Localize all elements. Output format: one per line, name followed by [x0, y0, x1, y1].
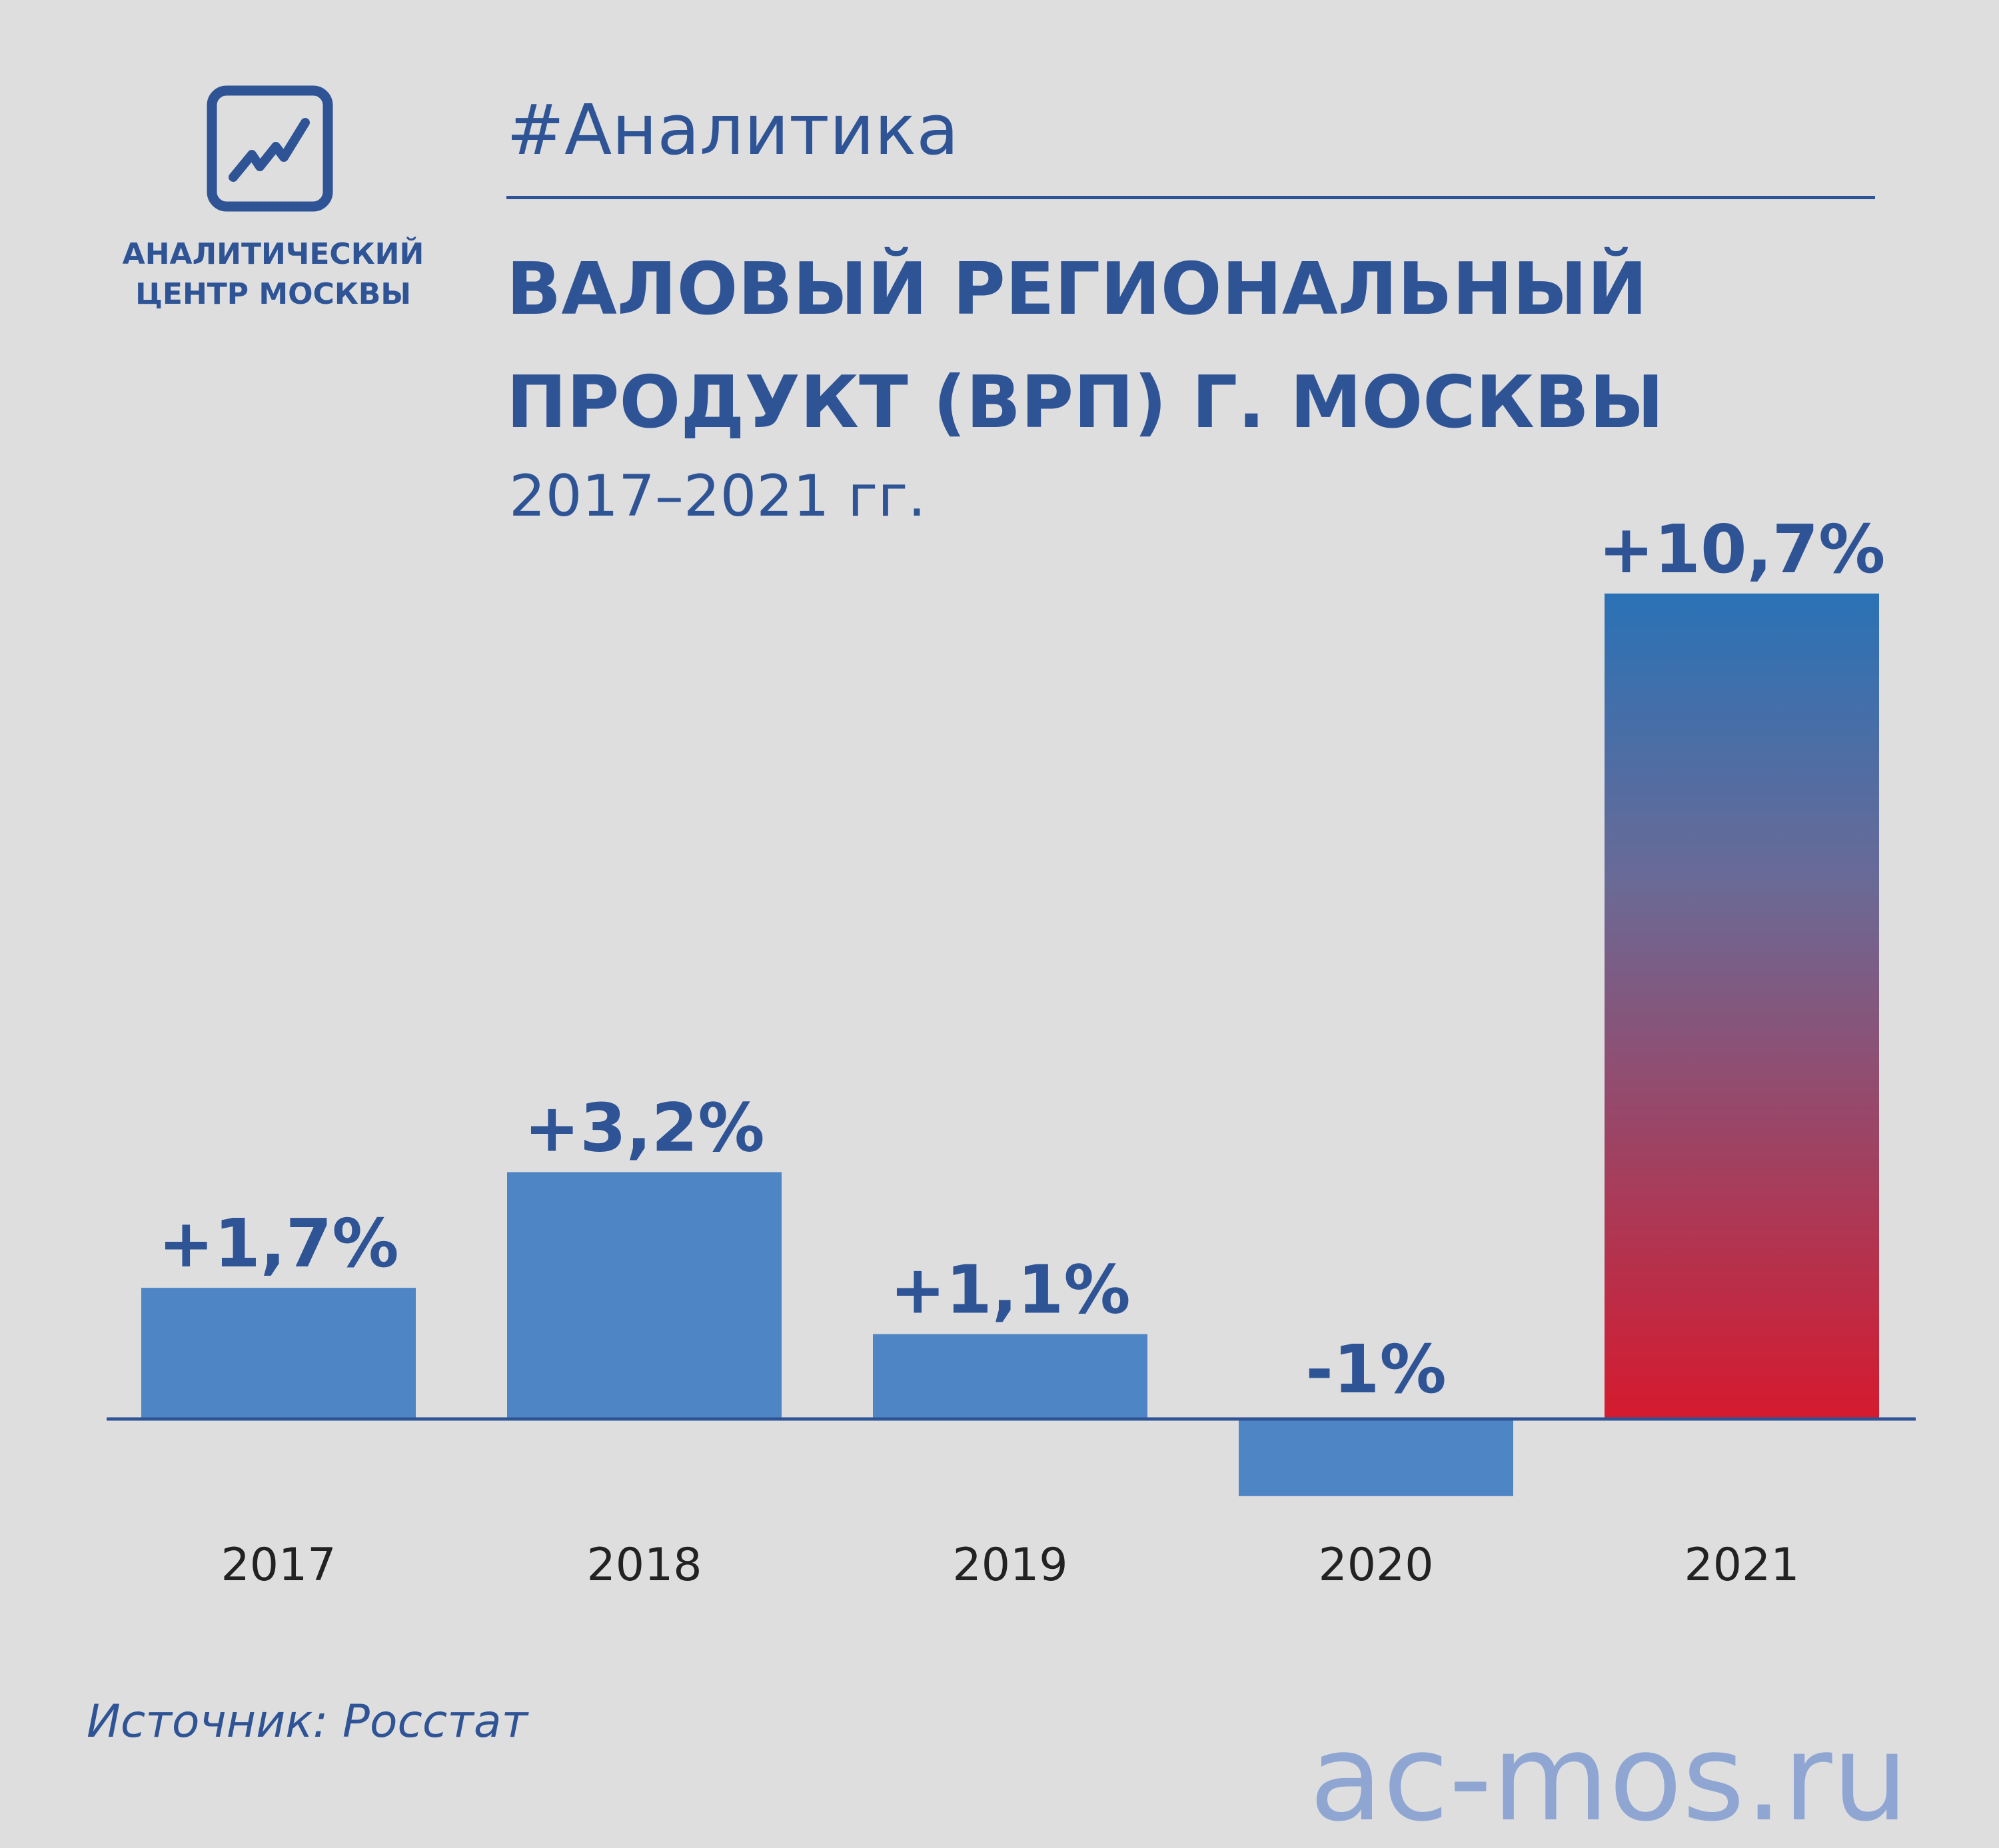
x-tick-label-2021: 2021: [1684, 1539, 1799, 1592]
value-label-2020: -1%: [1305, 1330, 1446, 1408]
org-name-line2: ЦЕНТР МОСКВЫ: [135, 277, 411, 311]
bar-2021: [1605, 593, 1879, 1420]
x-tick-label-2020: 2020: [1318, 1539, 1433, 1592]
title-line2: ПРОДУКТ (ВРП) Г. МОСКВЫ: [506, 361, 1665, 444]
x-tick-label-2017: 2017: [221, 1539, 336, 1592]
bar-2018: [507, 1172, 782, 1419]
x-tick-label-2019: 2019: [952, 1539, 1067, 1592]
org-name-line1: АНАЛИТИЧЕСКИЙ: [122, 237, 424, 271]
site-url: ac-mos.ru: [1309, 1709, 1908, 1848]
value-label-2018: +3,2%: [524, 1089, 764, 1166]
title-line1: ВАЛОВЫЙ РЕГИОНАЛЬНЫЙ: [506, 248, 1648, 331]
org-name: АНАЛИТИЧЕСКИЙ ЦЕНТР МОСКВЫ: [107, 234, 440, 314]
bar-2020: [1239, 1419, 1513, 1496]
source-note: Источник: Росстат: [87, 1695, 528, 1748]
x-tick-label-2018: 2018: [586, 1539, 702, 1592]
value-label-2017: +1,7%: [158, 1204, 398, 1282]
value-label-2019: +1,1%: [890, 1251, 1130, 1329]
bar-2017: [141, 1288, 416, 1419]
header-divider: [506, 196, 1875, 199]
page-subtitle: 2017–2021 гг.: [509, 463, 926, 530]
page-title: ВАЛОВЫЙ РЕГИОНАЛЬНЫЙ ПРОДУКТ (ВРП) Г. МО…: [506, 233, 1664, 460]
value-label-2021: +10,7%: [1599, 510, 1886, 588]
rising-chart-icon: [207, 85, 333, 212]
hashtag: #Аналитика: [506, 89, 959, 171]
bar-2019: [873, 1334, 1147, 1419]
